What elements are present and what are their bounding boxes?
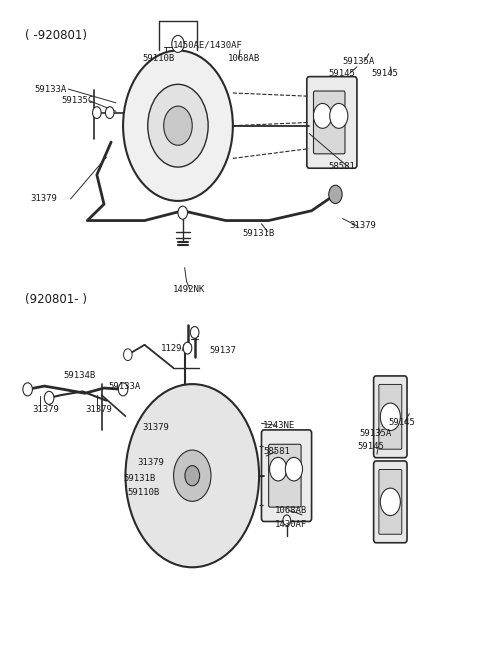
Text: 59137: 59137	[209, 346, 236, 355]
Circle shape	[174, 450, 211, 501]
Text: 59145: 59145	[357, 442, 384, 451]
Circle shape	[93, 106, 101, 118]
Circle shape	[148, 84, 208, 167]
Text: 31379: 31379	[142, 424, 169, 432]
Circle shape	[285, 457, 302, 481]
Circle shape	[123, 51, 233, 201]
Text: 59135C: 59135C	[61, 97, 93, 105]
Text: 1243NE: 1243NE	[263, 421, 295, 430]
Text: 31379: 31379	[85, 405, 112, 414]
Text: 1129AE: 1129AE	[161, 344, 193, 353]
Text: 59145: 59145	[371, 69, 398, 78]
Circle shape	[185, 466, 200, 486]
FancyBboxPatch shape	[313, 91, 345, 154]
Text: 59110B: 59110B	[128, 488, 160, 497]
Text: 1430AF: 1430AF	[275, 520, 307, 530]
FancyBboxPatch shape	[269, 444, 301, 507]
FancyBboxPatch shape	[307, 77, 357, 168]
Circle shape	[183, 342, 192, 354]
FancyBboxPatch shape	[379, 384, 402, 449]
Circle shape	[125, 384, 259, 567]
FancyBboxPatch shape	[379, 470, 402, 534]
Text: 31379: 31379	[33, 405, 60, 414]
Circle shape	[283, 515, 290, 526]
Circle shape	[191, 327, 199, 338]
Text: 58581: 58581	[263, 447, 290, 456]
Text: 1450AE/1430AF: 1450AE/1430AF	[173, 41, 243, 50]
Circle shape	[270, 457, 287, 481]
Text: 59145: 59145	[328, 69, 355, 78]
Circle shape	[172, 35, 184, 53]
Text: 31379: 31379	[137, 458, 164, 467]
Text: 59134B: 59134B	[63, 371, 96, 380]
Circle shape	[329, 185, 342, 204]
FancyBboxPatch shape	[262, 430, 312, 522]
Circle shape	[23, 383, 33, 396]
Text: 59133A: 59133A	[109, 382, 141, 390]
Circle shape	[313, 103, 332, 128]
Text: (920801- ): (920801- )	[25, 292, 87, 306]
Text: 59133A: 59133A	[35, 85, 67, 93]
Circle shape	[123, 349, 132, 361]
Text: 59131B: 59131B	[242, 229, 275, 238]
Circle shape	[106, 106, 114, 118]
Text: 59135A: 59135A	[360, 428, 392, 438]
Circle shape	[380, 488, 400, 516]
Circle shape	[330, 103, 348, 128]
FancyBboxPatch shape	[373, 461, 407, 543]
Text: 1068AB: 1068AB	[228, 55, 260, 64]
Text: 58581: 58581	[328, 162, 355, 171]
Text: 31379: 31379	[30, 194, 57, 204]
Text: 1068AB: 1068AB	[275, 506, 307, 515]
Text: 59145: 59145	[388, 418, 415, 426]
FancyBboxPatch shape	[373, 376, 407, 458]
Text: 1492NK: 1492NK	[173, 284, 205, 294]
Circle shape	[118, 383, 128, 396]
Text: ( -920801): ( -920801)	[25, 29, 87, 42]
Text: 59135A: 59135A	[343, 57, 375, 66]
Circle shape	[44, 392, 54, 405]
Circle shape	[178, 206, 188, 219]
Text: 31379: 31379	[350, 221, 377, 231]
Circle shape	[380, 403, 400, 430]
Text: 59131B: 59131B	[123, 474, 156, 484]
Text: 59110B: 59110B	[142, 55, 174, 64]
Circle shape	[164, 106, 192, 145]
